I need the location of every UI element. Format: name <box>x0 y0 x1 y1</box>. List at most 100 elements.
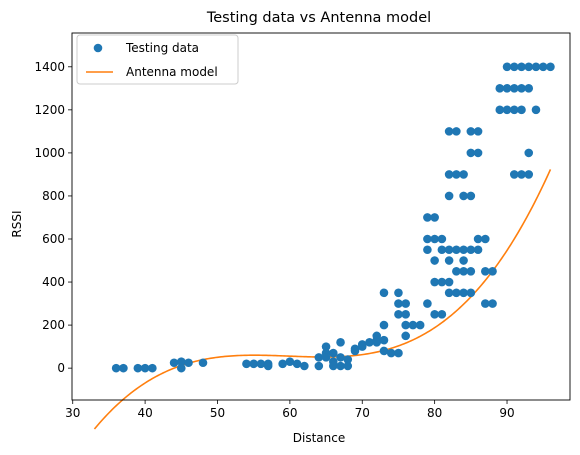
data-point <box>495 84 505 93</box>
data-point <box>350 346 360 356</box>
data-point <box>394 299 403 308</box>
data-point <box>408 320 418 330</box>
data-point <box>394 288 403 298</box>
y-axis-label: RSSI <box>10 210 24 237</box>
data-point <box>531 62 541 72</box>
legend-box <box>76 34 239 85</box>
data-point <box>401 299 410 308</box>
data-point <box>473 148 483 158</box>
data-point <box>444 245 454 255</box>
y-tick-label-1200: 1200 <box>34 103 65 117</box>
data-point <box>488 266 497 276</box>
data-point <box>415 320 425 330</box>
data-point <box>459 191 468 201</box>
data-point <box>459 266 468 276</box>
data-point <box>300 361 309 371</box>
x-tick-label-40: 40 <box>137 406 152 420</box>
data-point <box>473 127 483 136</box>
data-point <box>509 170 519 179</box>
data-point <box>343 361 353 371</box>
y-tick-label-1400: 1400 <box>34 60 65 74</box>
data-point <box>444 256 454 265</box>
data-point <box>249 359 258 369</box>
data-point <box>531 105 541 115</box>
data-point <box>444 277 454 287</box>
data-point <box>401 331 410 341</box>
data-point <box>314 361 324 371</box>
plot-frame <box>71 32 571 401</box>
data-point <box>176 357 186 366</box>
data-point <box>466 127 476 136</box>
data-point <box>444 170 454 179</box>
y-tick-label-0: 0 <box>57 361 65 375</box>
data-point <box>140 363 150 373</box>
data-point <box>423 213 432 222</box>
data-point <box>256 359 266 369</box>
antenna-model-line <box>93 169 552 430</box>
data-point <box>437 310 447 319</box>
x-tick-label-30: 30 <box>65 406 80 420</box>
points-layer <box>111 62 555 373</box>
data-point <box>473 234 483 244</box>
data-point <box>336 353 345 362</box>
data-point <box>176 363 186 373</box>
x-tick-label-90: 90 <box>499 406 514 420</box>
data-point <box>329 348 338 358</box>
data-point <box>517 170 526 179</box>
data-point <box>452 288 461 298</box>
data-point <box>452 127 461 136</box>
data-point <box>278 359 287 369</box>
data-point <box>509 84 519 93</box>
data-point <box>466 288 476 298</box>
y-tick-label-200: 200 <box>42 318 65 332</box>
data-point <box>524 62 534 72</box>
data-point <box>517 62 526 72</box>
chart-title: Testing data vs Antenna model <box>206 10 431 26</box>
data-point <box>459 288 468 298</box>
data-point <box>459 256 468 265</box>
data-point <box>394 310 403 319</box>
data-point <box>452 266 461 276</box>
data-point <box>502 105 512 115</box>
data-point <box>481 234 490 244</box>
data-point <box>133 363 143 373</box>
data-point <box>466 266 476 276</box>
data-point <box>430 277 439 287</box>
x-tick-label-60: 60 <box>282 406 297 420</box>
data-point <box>524 148 534 158</box>
data-point <box>198 358 208 368</box>
data-point <box>379 288 389 298</box>
data-point <box>379 346 389 356</box>
data-point <box>111 363 121 373</box>
data-point <box>329 361 338 371</box>
data-point <box>379 335 389 345</box>
legend-label-antenna-model: Antenna model <box>126 65 218 79</box>
data-point <box>263 361 273 371</box>
data-point <box>184 358 193 368</box>
data-point <box>365 338 374 347</box>
x-tick-label-80: 80 <box>427 406 442 420</box>
data-point <box>481 299 490 308</box>
data-point <box>423 234 432 244</box>
legend-scatter-marker <box>93 43 103 53</box>
data-point <box>430 256 439 265</box>
x-axis-label: Distance <box>293 431 345 445</box>
data-point <box>336 338 345 347</box>
x-tick-label-50: 50 <box>210 406 225 420</box>
data-point <box>401 320 410 330</box>
data-point <box>357 342 367 351</box>
model-layer <box>93 169 552 430</box>
data-point <box>430 310 439 319</box>
data-point <box>336 361 345 371</box>
data-point <box>509 105 519 115</box>
data-point <box>452 245 461 255</box>
data-point <box>437 277 447 287</box>
data-point <box>321 342 331 351</box>
data-point <box>502 62 512 72</box>
data-point <box>394 348 403 358</box>
data-point <box>466 148 476 158</box>
data-point <box>372 338 382 347</box>
data-point <box>242 359 251 369</box>
data-point <box>430 213 439 222</box>
y-tick-label-600: 600 <box>42 232 65 246</box>
